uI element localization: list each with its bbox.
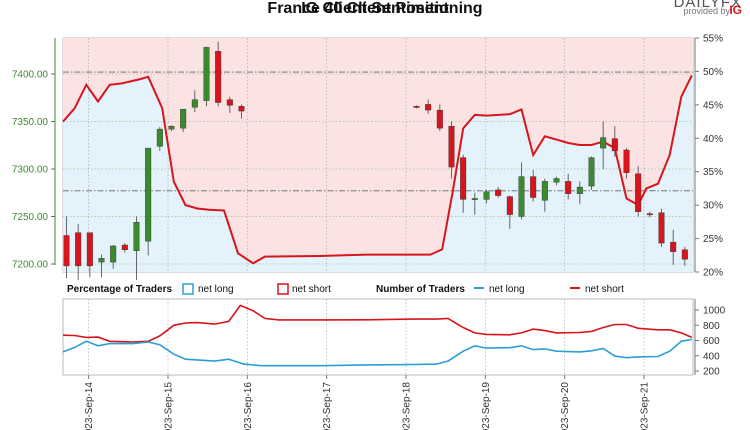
- date-tick-label: 2023-Sep-16: [243, 382, 254, 430]
- ig-logo: IG: [729, 3, 742, 17]
- reference-lines: [63, 71, 693, 192]
- traders-tick-label: 800: [703, 321, 720, 332]
- net-long-traders-line: [62, 338, 692, 367]
- legend-pct-long-swatch: [182, 283, 194, 295]
- bearish-candle: [226, 99, 233, 106]
- date-tick-label: 2023-Sep-19: [481, 382, 492, 430]
- bullish-candle: [98, 258, 105, 263]
- legend-num-title: Number of Traders: [376, 284, 465, 295]
- price-grid: [63, 38, 693, 272]
- pct-tick-label: 20%: [703, 268, 723, 279]
- price-tick-label: 7250.00: [12, 212, 49, 223]
- bearish-candle: [495, 189, 502, 196]
- traders-tick-label: 600: [703, 336, 720, 347]
- bearish-candle: [506, 196, 513, 215]
- provided-by-label: provided by: [683, 6, 730, 16]
- bullish-candle: [180, 108, 187, 129]
- traders-tick-label: 200: [703, 367, 720, 378]
- bearish-candle: [623, 149, 630, 173]
- price-tick-label: 7300.00: [12, 165, 49, 176]
- legend-pct-long-label: net long: [198, 284, 234, 295]
- bearish-candle: [436, 109, 443, 129]
- bullish-candle: [133, 221, 140, 251]
- bearish-candle: [121, 244, 128, 250]
- date-tick-label: 2023-Sep-21: [640, 382, 651, 430]
- bullish-candle: [600, 137, 607, 149]
- traders-tick-label: 400: [703, 351, 720, 362]
- bullish-candle: [145, 147, 152, 242]
- bullish-candle: [553, 178, 560, 183]
- legend-num-short-label: net short: [585, 284, 624, 295]
- bearish-candle: [448, 126, 455, 168]
- price-tick-label: 7200.00: [12, 260, 49, 271]
- traders-axis-ticks: 200 400 600 800 1000: [695, 306, 726, 378]
- pct-tick-label: 35%: [703, 167, 723, 178]
- bullish-candle: [156, 128, 163, 147]
- bullish-candle: [576, 186, 583, 194]
- brand-logo-text: DAILYFX: [673, 0, 742, 11]
- bearish-candle: [635, 173, 642, 212]
- bearish-candle: [658, 212, 665, 244]
- price-axis-ticks: 7200.00 7250.00 7300.00 7350.00 7400.00: [12, 70, 55, 271]
- chart-main-title: France 40 Client Positioning: [267, 0, 483, 17]
- legend-pct-short-swatch: [277, 283, 289, 295]
- price-candles: [63, 41, 688, 281]
- pct-tick-label: 25%: [703, 234, 723, 245]
- bearish-candle: [215, 51, 222, 103]
- traders-grid: [88, 299, 645, 375]
- price-tick-label: 7350.00: [12, 117, 49, 128]
- price-tick-label: 7400.00: [12, 70, 49, 81]
- date-tick-label: 2023-Sep-18: [402, 382, 413, 430]
- date-tick-label: 2023-Sep-17: [322, 382, 333, 430]
- pct-tick-label: 40%: [703, 134, 723, 145]
- bearish-candle: [86, 232, 93, 267]
- bullish-candle: [541, 181, 548, 201]
- bearish-candle: [460, 157, 467, 200]
- bullish-candle: [191, 99, 198, 108]
- date-tick-label: 2023-Sep-20: [560, 382, 571, 430]
- bearish-candle: [611, 138, 618, 152]
- pct-axis-ticks: 20% 25% 30% 35% 40% 45% 50% 55%: [695, 34, 723, 279]
- pct-tick-label: 50%: [703, 67, 723, 78]
- pct-tick-label: 45%: [703, 100, 723, 111]
- bearish-candle: [565, 181, 572, 194]
- date-axis-ticks: 2023-Sep-14 2023-Sep-15 2023-Sep-16 2023-Se…: [84, 375, 651, 430]
- legend-pct-short-label: net short: [292, 284, 331, 295]
- bullish-candle: [203, 47, 210, 101]
- bearish-candle: [646, 213, 653, 216]
- chart-subtitle: IG Client Sentiment: [301, 0, 449, 17]
- bullish-candle: [588, 157, 595, 187]
- bearish-candle: [413, 106, 420, 108]
- bullish-candle: [110, 245, 117, 263]
- bullish-candle: [168, 126, 175, 130]
- bearish-candle: [75, 232, 82, 267]
- bearish-candle: [238, 106, 245, 112]
- legend: Percentage of Traders net long net short…: [67, 283, 624, 295]
- net-short-traders-line: [62, 304, 693, 343]
- legend-pct-title: Percentage of Traders: [67, 284, 172, 295]
- pct-tick-label: 30%: [703, 201, 723, 212]
- pct-tick-label: 55%: [703, 34, 723, 45]
- bullish-candle: [471, 198, 478, 200]
- bearish-candle: [530, 176, 537, 198]
- bearish-candle: [681, 249, 688, 260]
- bearish-candle: [425, 104, 432, 111]
- net-long-area: [63, 75, 693, 273]
- date-tick-label: 2023-Sep-15: [164, 382, 175, 430]
- bearish-candle: [670, 241, 677, 252]
- bearish-candle: [63, 235, 70, 267]
- traders-tick-label: 1000: [703, 306, 726, 317]
- date-tick-label: 2023-Sep-14: [84, 382, 95, 430]
- bullish-candle: [518, 176, 525, 217]
- bullish-candle: [483, 191, 490, 200]
- legend-num-long-label: net long: [489, 284, 525, 295]
